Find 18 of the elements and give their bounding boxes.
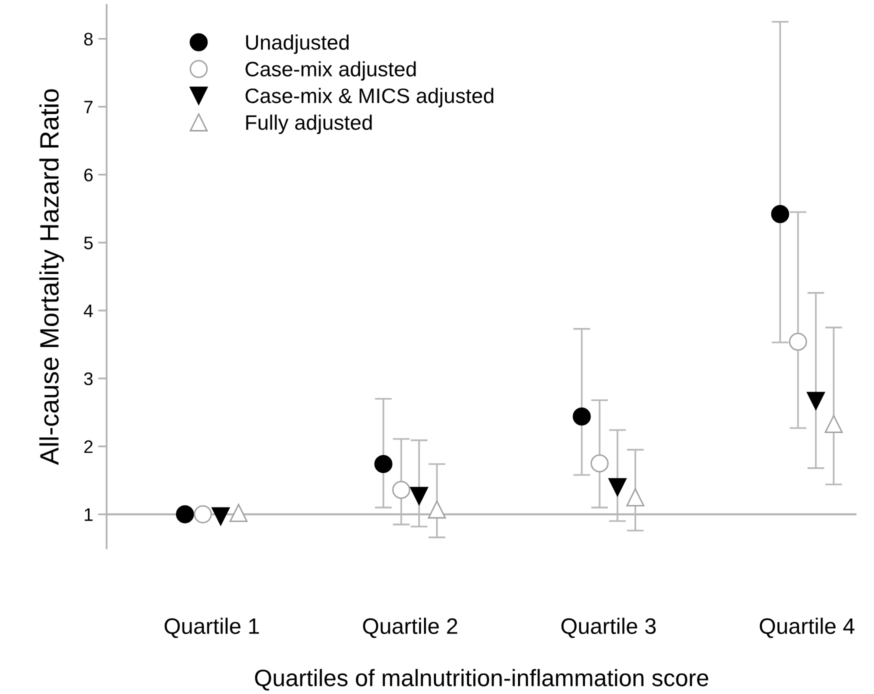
x-tick-label: Quartile 2 bbox=[363, 618, 458, 638]
x-tick-label: Quartile 4 bbox=[760, 618, 854, 638]
x-tick-label: Quartile 3 bbox=[561, 618, 656, 638]
legend-label: Case-mix & MICS adjusted bbox=[246, 88, 494, 108]
y-tick-label: 1 bbox=[84, 508, 93, 521]
y-tick-label: 8 bbox=[84, 32, 93, 46]
x-axis-title: Quartiles of malnutrition-inflammation score bbox=[255, 668, 708, 691]
y-tick-label: 4 bbox=[84, 304, 93, 318]
legend-label: Case-mix adjusted bbox=[246, 61, 416, 81]
x-tick-label: Quartile 1 bbox=[164, 618, 259, 638]
y-tick-label: 7 bbox=[84, 100, 93, 114]
y-tick-label: 5 bbox=[84, 236, 93, 250]
y-axis-title: All-cause Mortality Hazard Ratio bbox=[39, 89, 64, 465]
legend-label: Unadjusted bbox=[246, 34, 349, 54]
legend-label: Fully adjusted bbox=[246, 114, 372, 134]
y-tick-label: 2 bbox=[84, 440, 93, 453]
y-tick-label: 6 bbox=[84, 168, 93, 182]
y-tick-label: 3 bbox=[84, 372, 93, 386]
